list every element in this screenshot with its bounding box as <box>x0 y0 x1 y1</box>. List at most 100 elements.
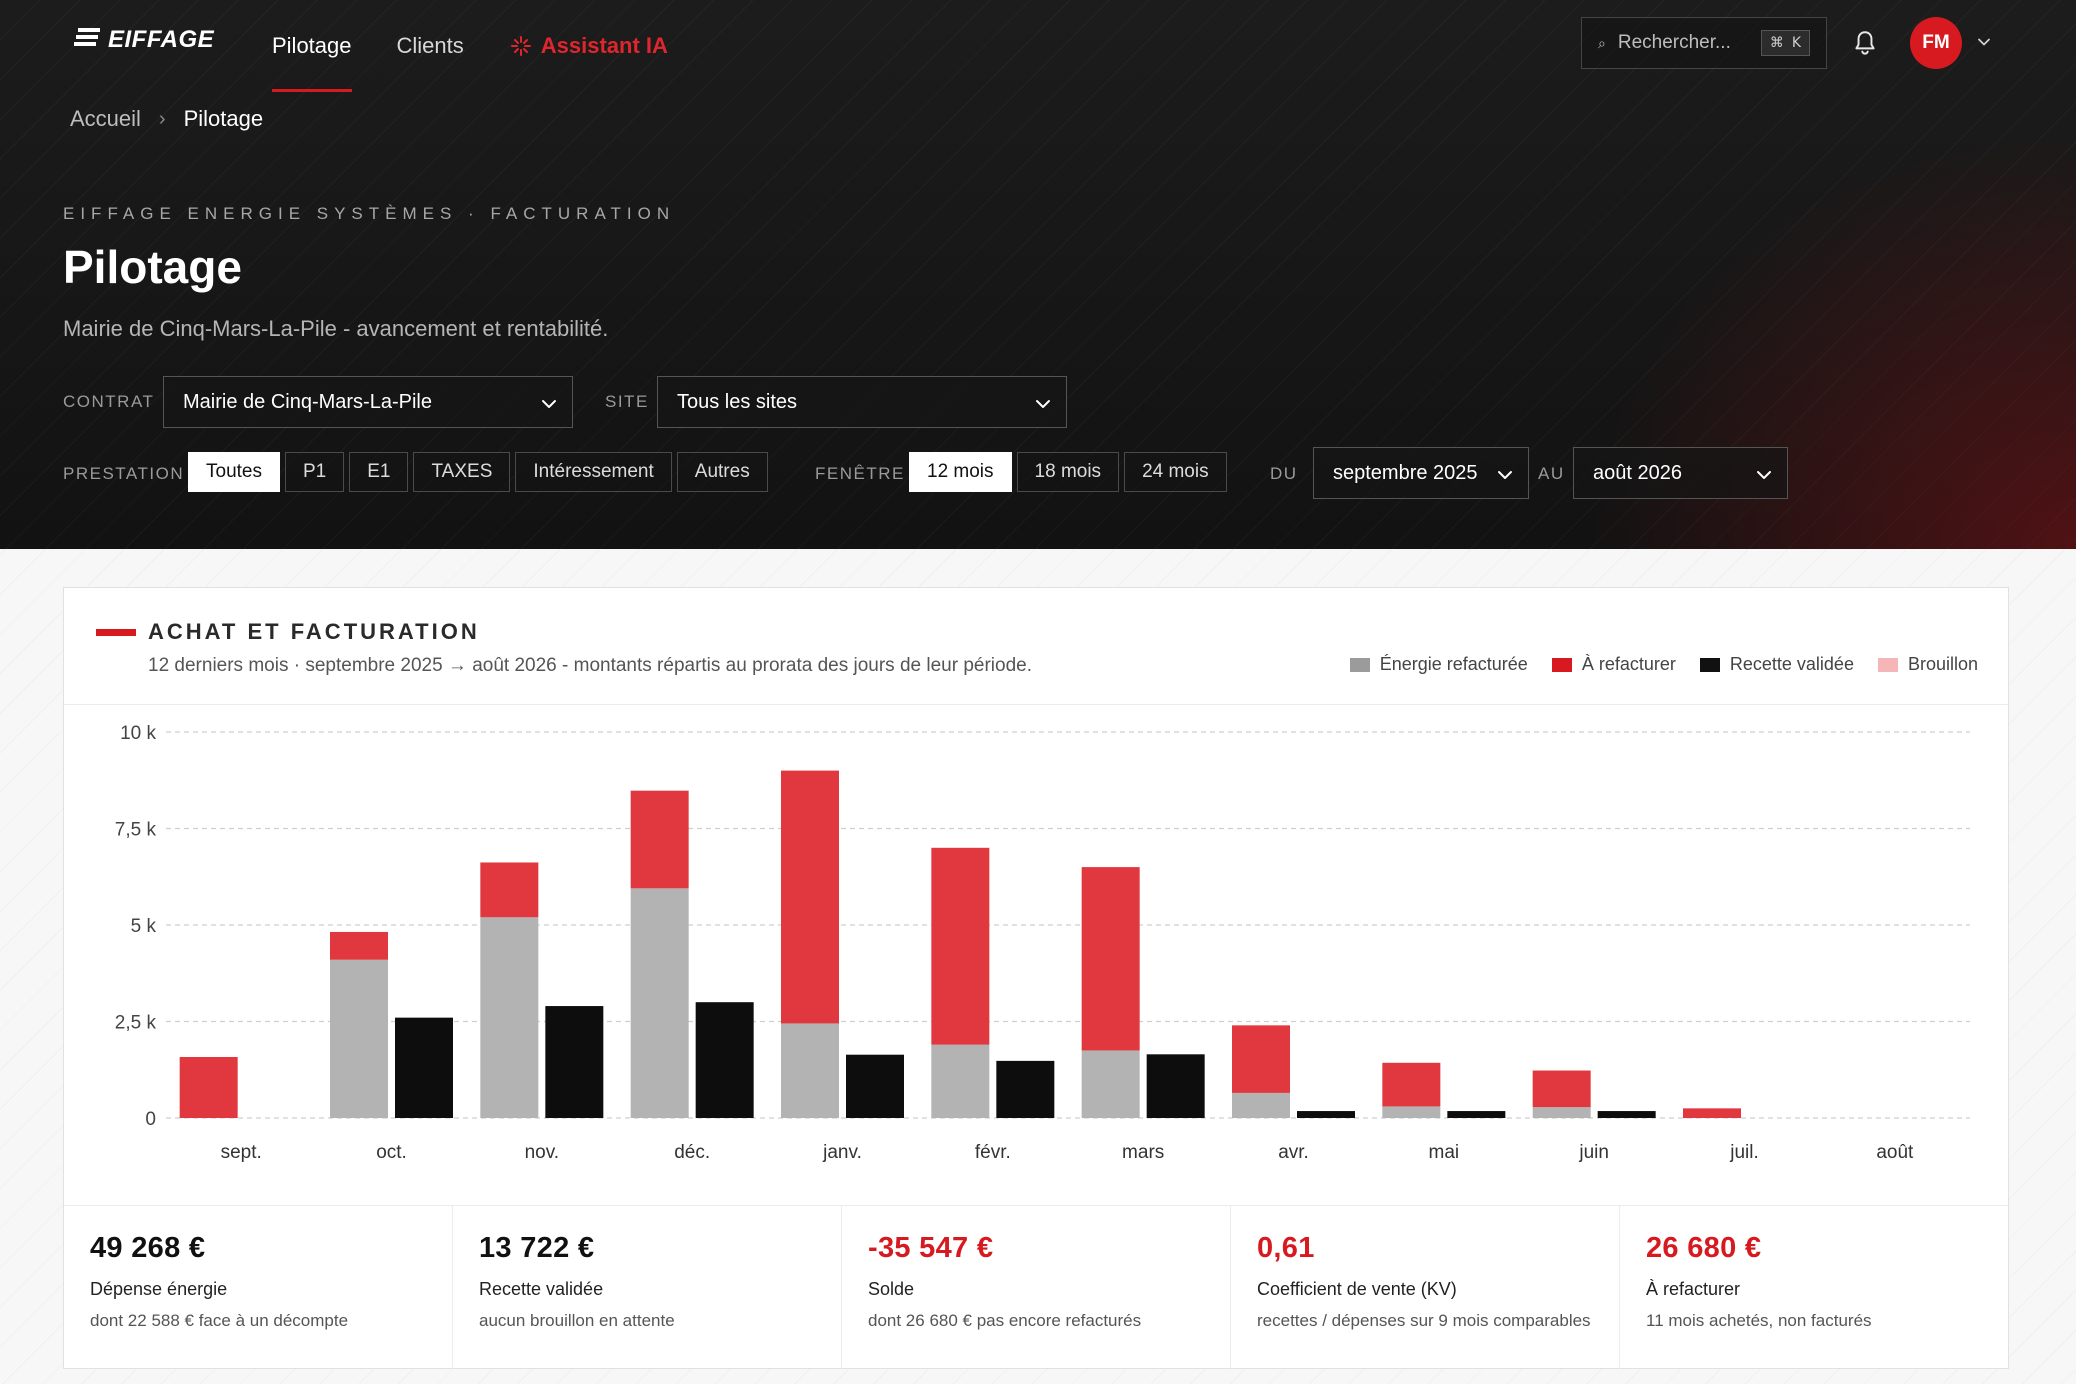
assistant-ia-label: Assistant IA <box>540 33 668 58</box>
x-tick-label: juin <box>1578 1142 1609 1163</box>
kpi-value: 0,61 <box>1257 1232 1315 1264</box>
legend-swatch <box>1349 657 1370 672</box>
kpi-label: Solde <box>868 1279 915 1299</box>
bar-a-refacturer <box>1683 1108 1741 1118</box>
bar-a-refacturer <box>1081 867 1140 1051</box>
bar-a-refacturer <box>781 770 839 1024</box>
kpi-description: 11 mois achetés, non facturés <box>1646 1311 1872 1330</box>
chevron-down-icon <box>1498 471 1512 479</box>
bar-energie-refacturee <box>330 959 388 1118</box>
bar-recette-validee <box>395 1017 453 1118</box>
eiffage-logo[interactable]: EIFFAGE <box>74 26 214 54</box>
card-accent-bar <box>96 629 136 636</box>
search-shortcut-badge: ⌘ K <box>1760 30 1810 56</box>
prestation-filter-group: Toutes P1 E1 TAXES Intéressement Autres <box>188 452 768 492</box>
au-value: août 2026 <box>1593 461 1682 484</box>
page-subtitle: Mairie de Cinq-Mars-La-Pile - avancement… <box>63 316 609 341</box>
site-label: SITE <box>605 392 649 411</box>
bar-energie-refacturee <box>630 888 689 1118</box>
fenetre-label: FENÊTRE <box>815 464 905 483</box>
bar-recette-validee <box>545 1006 604 1118</box>
bar-recette-validee <box>1597 1111 1656 1118</box>
kpi-label: Recette validée <box>479 1279 604 1299</box>
kpi-card: 26 680 € À refacturer 11 mois achetés, non… <box>1620 1206 2008 1369</box>
legend-swatch <box>1551 657 1572 672</box>
contrat-label: CONTRAT <box>63 392 155 411</box>
breadcrumb-current: Pilotage <box>183 106 264 131</box>
nav-item-assistant-ia[interactable]: Assistant IA <box>509 0 668 92</box>
card-title: ACHAT ET FACTURATION <box>148 619 480 644</box>
eiffage-logo-mark-icon <box>74 28 100 52</box>
site-value: Tous les sites <box>677 390 798 413</box>
legend-swatch <box>1699 657 1720 672</box>
bar-energie-refacturee <box>931 1044 990 1118</box>
x-tick-label: mai <box>1429 1142 1460 1163</box>
du-label: DU <box>1270 464 1298 483</box>
x-tick-label: févr. <box>975 1142 1011 1163</box>
kpi-card: 13 722 € Recette validée aucun brouillon e… <box>453 1206 842 1369</box>
kpi-card: 49 268 € Dépense énergie dont 22 588 € fac… <box>64 1206 453 1369</box>
chart-legend: Énergie refacturée À refacturer Recette va… <box>1349 654 1978 675</box>
legend-swatch <box>1877 657 1898 672</box>
legend-item: À refacturer <box>1551 654 1676 675</box>
kpi-value: -35 547 € <box>868 1232 994 1264</box>
bar-a-refacturer <box>931 847 990 1045</box>
bar-energie-refacturee <box>1382 1106 1441 1118</box>
search-box[interactable]: ⌕ Rechercher... ⌘ K <box>1581 17 1827 69</box>
x-tick-label: janv. <box>822 1142 862 1163</box>
legend-label: Recette validée <box>1729 654 1854 674</box>
breadcrumb-accueil[interactable]: Accueil <box>70 106 141 131</box>
fenetre-chip[interactable]: 18 mois <box>1016 452 1120 492</box>
notification-bell-icon[interactable] <box>1852 29 1878 57</box>
shortcut-key: K <box>1791 35 1801 51</box>
legend-item: Recette validée <box>1699 654 1854 675</box>
bar-recette-validee <box>695 1002 754 1118</box>
prestation-chip[interactable]: Toutes <box>188 452 280 492</box>
bar-recette-validee <box>996 1060 1055 1118</box>
au-date-select[interactable]: août 2026 <box>1573 447 1788 499</box>
kpi-value: 13 722 € <box>479 1232 595 1264</box>
bar-a-refacturer <box>330 931 388 960</box>
x-tick-label: sept. <box>221 1142 262 1163</box>
x-tick-label: août <box>1876 1142 1914 1163</box>
nav-item-pilotage[interactable]: Pilotage <box>272 0 352 92</box>
legend-item: Énergie refacturée <box>1349 654 1528 675</box>
bar-a-refacturer <box>480 862 539 918</box>
du-date-select[interactable]: septembre 2025 <box>1313 447 1529 499</box>
contrat-value: Mairie de Cinq-Mars-La-Pile <box>183 390 432 413</box>
achat-facturation-chart: 0 2,5 k 5 k 7,5 k 10 k sept. oct. nov. déc. janv.… <box>115 723 1970 1163</box>
prestation-chip[interactable]: TAXES <box>413 452 511 492</box>
main-nav: Pilotage Clients Assistant IA <box>272 0 713 92</box>
chevron-down-icon <box>1757 471 1771 479</box>
logo-text: EIFFAGE <box>108 26 215 53</box>
breadcrumb: Accueil › Pilotage <box>70 106 263 132</box>
kpi-description: dont 22 588 € face à un décompte <box>90 1311 349 1330</box>
fenetre-chip[interactable]: 24 mois <box>1124 452 1227 492</box>
bar-recette-validee <box>846 1054 904 1118</box>
kpi-description: recettes / dépenses sur 9 mois comparabl… <box>1257 1311 1591 1330</box>
bar-energie-refacturee <box>1081 1050 1140 1118</box>
prestation-chip[interactable]: Intéressement <box>515 452 672 492</box>
fenetre-chip[interactable]: 12 mois <box>909 452 1012 492</box>
kpi-label: Coefficient de vente (KV) <box>1257 1279 1457 1299</box>
user-menu-chevron-down-icon[interactable] <box>1976 34 1992 50</box>
page-overline: EIFFAGE ENERGIE SYSTÈMES · FACTURATION <box>63 204 676 223</box>
kpi-label: À refacturer <box>1646 1279 1741 1299</box>
prestation-chip[interactable]: P1 <box>284 452 345 492</box>
bar-energie-refacturee <box>781 1023 839 1118</box>
bar-energie-refacturee <box>480 917 539 1118</box>
site-select[interactable]: Tous les sites <box>657 376 1067 428</box>
kpi-value: 26 680 € <box>1646 1232 1762 1264</box>
x-tick-label: avr. <box>1278 1142 1309 1163</box>
user-avatar[interactable]: FM <box>1910 17 1962 69</box>
bar-a-refacturer <box>1382 1062 1441 1107</box>
bar-energie-refacturee <box>1232 1092 1290 1118</box>
prestation-chip[interactable]: Autres <box>676 452 768 492</box>
contrat-select[interactable]: Mairie de Cinq-Mars-La-Pile <box>163 376 573 428</box>
prestation-chip[interactable]: E1 <box>349 452 409 492</box>
bar-recette-validee <box>1146 1054 1205 1118</box>
kpi-value: 49 268 € <box>90 1232 206 1264</box>
y-tick-label: 10 k <box>120 723 156 744</box>
kpi-description: dont 26 680 € pas encore refacturés <box>868 1311 1142 1330</box>
nav-item-clients[interactable]: Clients <box>396 33 464 58</box>
